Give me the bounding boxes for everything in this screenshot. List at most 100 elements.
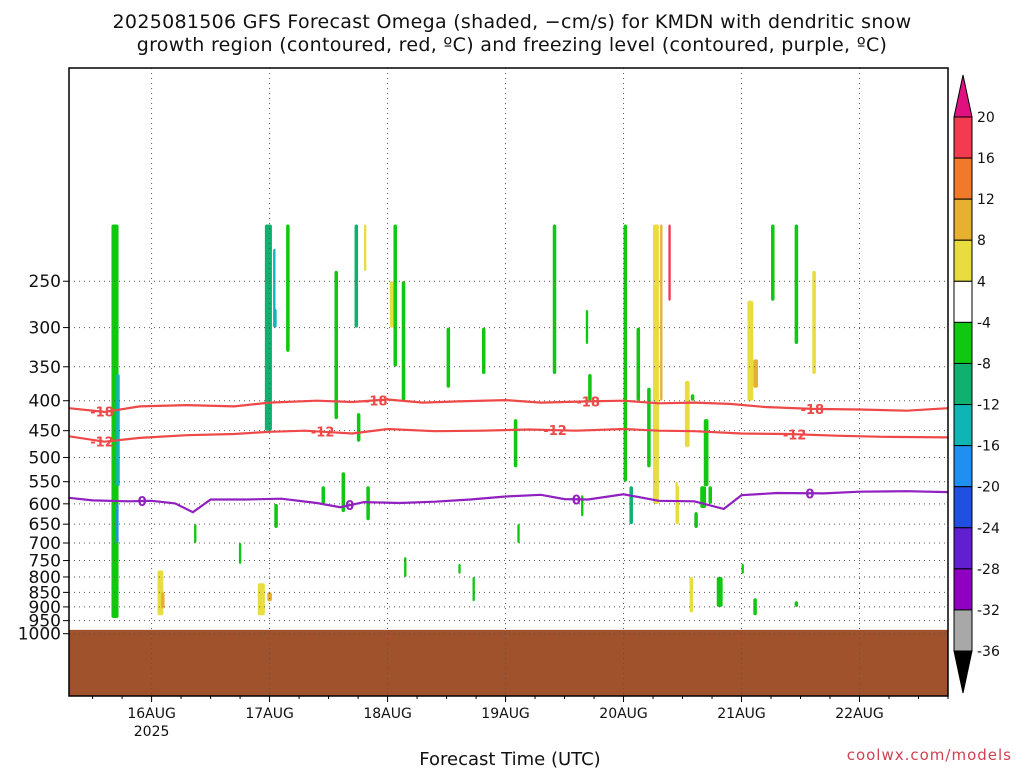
omega-cell-76 <box>511 467 518 504</box>
omega-cell-16 <box>472 576 475 602</box>
omega-cell-69 <box>420 413 428 468</box>
colorbar-label-5: -4 <box>977 315 991 331</box>
grid-layer <box>69 68 948 696</box>
omega-cell-109 <box>753 598 757 616</box>
contour-label--18-0: -18 <box>90 406 114 421</box>
omega-cell-41 <box>668 224 671 301</box>
colorbar-segment-1 <box>953 157 973 200</box>
omega-cell-71 <box>434 535 442 564</box>
contour-line--12 <box>69 427 948 443</box>
omega-cell-106 <box>481 327 486 374</box>
y-tick-label-250: 250 <box>29 272 61 292</box>
omega-cell-85 <box>658 543 667 577</box>
omega-cell-47 <box>812 270 816 374</box>
contour-label--12-2: -12 <box>543 424 567 439</box>
omega-cell-65 <box>349 441 355 468</box>
y-tick-label-450: 450 <box>29 422 61 442</box>
omega-cell-64 <box>340 281 350 328</box>
omega-shading-layer <box>111 224 919 624</box>
omega-cell-37 <box>257 583 265 616</box>
colorbar-label-2: 12 <box>977 192 995 208</box>
omega-cell-23 <box>629 486 633 525</box>
omega-cell-2 <box>116 503 119 544</box>
contour-label--18-1: -18 <box>364 394 388 409</box>
omega-cell-13 <box>404 557 407 577</box>
colorbar-segment-4 <box>953 280 973 323</box>
omega-cell-68 <box>411 300 419 352</box>
colorbar-label-10: -24 <box>977 521 1000 537</box>
colorbar-top-arrow <box>953 74 973 118</box>
contour-label--12-0: -12 <box>90 435 114 450</box>
omega-cell-40 <box>660 224 663 401</box>
omega-cell-32 <box>690 394 695 401</box>
omega-cell-53 <box>186 260 195 328</box>
colorbar-label-4: 4 <box>977 274 986 290</box>
omega-cell-98 <box>894 573 902 587</box>
contour-line-0 <box>69 490 948 514</box>
omega-cell-88 <box>706 520 714 544</box>
colorbar: 20 16 12 8 4 -4 -8 -12 -16 -20 -24 -28 -32 -36 <box>953 74 1000 694</box>
ground-surface-layer <box>69 629 948 696</box>
y-tick-label-700: 700 <box>29 534 61 554</box>
colorbar-segment-8 <box>953 445 973 488</box>
omega-cell-78 <box>538 606 546 621</box>
omega-cell-22 <box>623 224 628 482</box>
y-tick-label-850: 850 <box>29 583 61 603</box>
x-axis: 16AUG 2025 17AUG 18AUG 19AUG 20AUG 21AUG 22AUG <box>92 696 949 740</box>
omega-cell-105 <box>321 486 326 504</box>
colorbar-segment-12 <box>953 609 973 652</box>
plot-frame <box>68 67 949 697</box>
y-tick-label-600: 600 <box>29 495 61 515</box>
y-tick-label-800: 800 <box>29 568 61 588</box>
omega-cell-101 <box>865 606 872 618</box>
x-tick-sublabel-16AUG: 2025 <box>134 724 170 740</box>
contour-line--18 <box>69 398 948 414</box>
x-tick-label-19AUG: 19AUG <box>481 706 530 722</box>
omega-cell-103 <box>238 543 242 564</box>
omega-cell-90 <box>741 224 749 271</box>
omega-cell-80 <box>576 224 584 311</box>
y-tick-label-750: 750 <box>29 552 61 572</box>
colorbar-label-7: -12 <box>977 398 1000 414</box>
omega-cell-66 <box>358 481 364 521</box>
colorbar-label-9: -20 <box>977 480 1000 496</box>
omega-cell-77 <box>529 224 537 292</box>
colorbar-segment-5 <box>953 321 973 364</box>
omega-cell-83 <box>609 583 618 613</box>
ground-surface <box>69 629 948 696</box>
y-tick-label-1000: 1000 <box>18 625 61 645</box>
colorbar-label-13: -36 <box>977 644 1000 660</box>
omega-cell-8 <box>356 413 361 442</box>
x-tick-label-22AUG: 22AUG <box>835 706 884 722</box>
y-tick-label-300: 300 <box>29 319 61 339</box>
omega-cell-31 <box>794 601 799 607</box>
x-axis-label: Forecast Time (UTC) <box>419 749 600 768</box>
y-tick-label-400: 400 <box>29 392 61 412</box>
contour-label--12-3: -12 <box>783 428 807 443</box>
omega-cell-17 <box>513 419 518 468</box>
colorbar-label-3: 8 <box>977 233 986 249</box>
omega-cell-86 <box>677 424 683 487</box>
y-tick-label-950: 950 <box>29 612 61 632</box>
omega-cell-87 <box>696 224 704 311</box>
omega-cell-60 <box>290 543 298 577</box>
y-tick-label-550: 550 <box>29 473 61 493</box>
omega-cell-20 <box>585 310 589 344</box>
contour-label-0-3: 0 <box>805 487 814 502</box>
colorbar-label-12: -32 <box>977 603 1000 619</box>
contour-label--18-2: -18 <box>576 395 600 410</box>
omega-cell-19 <box>552 224 557 374</box>
omega-cell-61 <box>304 224 313 292</box>
omega-cell-36 <box>161 592 165 609</box>
colorbar-segment-2 <box>953 198 973 241</box>
y-tick-label-500: 500 <box>29 448 61 468</box>
omega-cell-55 <box>216 351 225 414</box>
colorbar-label-6: -8 <box>977 356 991 372</box>
omega-cell-49 <box>389 281 394 328</box>
omega-cell-102 <box>194 524 197 544</box>
omega-cell-93 <box>824 467 832 504</box>
colorbar-label-1: 16 <box>977 151 995 167</box>
omega-cell-100 <box>912 281 919 301</box>
omega-cell-67 <box>375 595 383 607</box>
